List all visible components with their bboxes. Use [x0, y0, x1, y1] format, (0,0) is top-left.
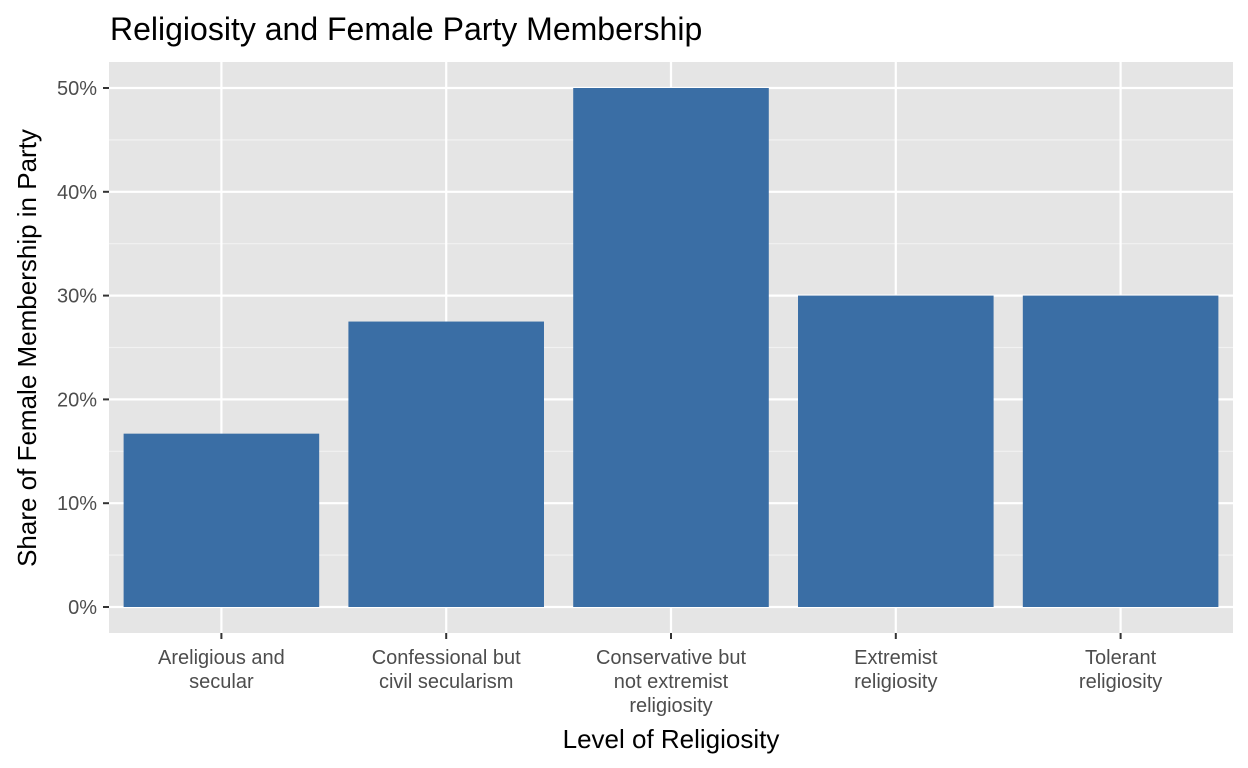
- x-tick-label: Extremist religiosity: [854, 647, 938, 693]
- y-tick-label: 40%: [57, 182, 97, 204]
- y-axis: 0% 10% 20% 30% 40% 50%: [57, 78, 109, 619]
- y-tick-label: 0%: [68, 597, 97, 619]
- y-tick-label: 30%: [57, 286, 97, 308]
- bar: [1022, 295, 1219, 607]
- bar: [348, 321, 544, 607]
- y-axis-title: Share of Female Membership in Party: [12, 129, 42, 567]
- x-tick-label: Tolerant religiosity: [1079, 647, 1162, 693]
- bar: [573, 88, 769, 607]
- bars: [123, 88, 1219, 607]
- bar: [798, 295, 994, 607]
- x-tick-label: Conservative but not extremist religiosity: [596, 647, 747, 717]
- y-tick-label: 10%: [57, 493, 97, 515]
- y-tick-label: 20%: [57, 389, 97, 411]
- x-tick-label: Confessional but civil secularism: [372, 647, 521, 693]
- x-axis-title: Level of Religiosity: [563, 724, 780, 754]
- y-tick-label: 50%: [57, 78, 97, 100]
- x-tick-label: Areligious and secular: [158, 647, 285, 693]
- bar: [123, 433, 320, 607]
- x-axis: Areligious and secular Confessional but civ…: [158, 633, 1162, 717]
- chart-title: Religiosity and Female Party Membership: [110, 11, 702, 47]
